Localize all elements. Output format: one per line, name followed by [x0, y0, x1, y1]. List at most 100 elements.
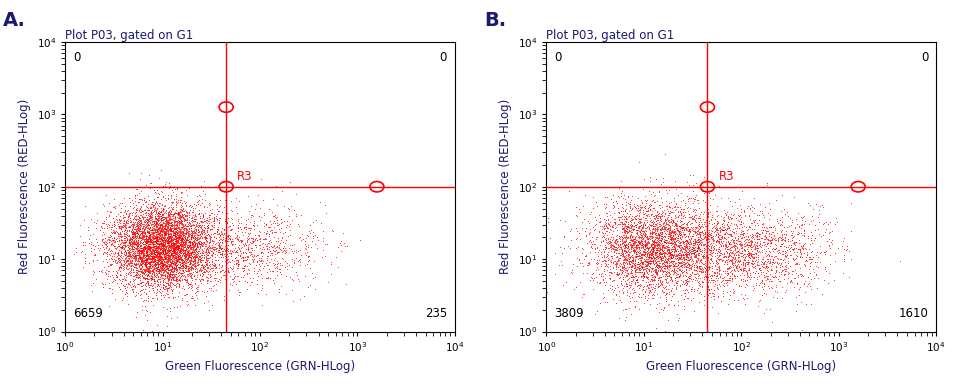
Point	[174, 262, 189, 268]
Point	[712, 238, 727, 244]
Point	[182, 202, 197, 208]
Point	[707, 253, 723, 259]
Point	[165, 222, 180, 228]
Point	[682, 271, 698, 277]
Point	[157, 247, 172, 253]
Point	[170, 253, 186, 259]
Point	[691, 278, 706, 284]
Point	[199, 235, 214, 241]
Point	[742, 265, 757, 271]
Point	[681, 182, 697, 188]
Point	[612, 241, 627, 247]
Point	[117, 240, 132, 247]
Point	[169, 243, 185, 249]
Point	[699, 325, 714, 331]
Point	[692, 290, 707, 296]
Point	[170, 237, 186, 243]
Point	[238, 250, 254, 256]
Point	[144, 217, 159, 223]
Point	[230, 237, 245, 243]
Point	[670, 235, 685, 242]
Point	[155, 235, 170, 241]
Point	[719, 222, 734, 228]
Point	[137, 253, 152, 260]
Point	[189, 235, 204, 241]
Point	[617, 223, 633, 229]
Point	[181, 284, 196, 290]
Point	[616, 257, 632, 263]
Point	[718, 244, 733, 250]
Point	[183, 264, 198, 270]
Point	[170, 243, 186, 250]
Point	[703, 217, 719, 223]
Point	[139, 215, 154, 222]
Point	[673, 239, 688, 245]
Point	[124, 281, 140, 287]
Point	[758, 224, 773, 230]
Point	[654, 263, 669, 269]
Point	[589, 274, 604, 280]
Point	[657, 259, 673, 265]
Point	[697, 245, 712, 252]
Point	[628, 303, 643, 310]
Point	[744, 246, 759, 252]
Point	[123, 259, 139, 265]
Point	[155, 262, 170, 268]
Point	[152, 278, 167, 284]
Point	[661, 260, 677, 266]
Point	[661, 230, 677, 236]
Point	[154, 231, 169, 237]
Point	[170, 235, 186, 241]
Point	[132, 239, 147, 245]
Point	[184, 217, 199, 223]
Point	[162, 227, 177, 233]
Point	[163, 233, 178, 239]
Point	[656, 248, 671, 254]
Point	[617, 248, 633, 254]
Point	[135, 253, 150, 259]
Point	[140, 251, 155, 257]
Point	[121, 214, 136, 220]
Point	[109, 214, 124, 220]
Point	[707, 281, 723, 287]
Point	[755, 256, 770, 262]
Point	[682, 222, 698, 228]
Point	[100, 208, 115, 214]
Point	[202, 200, 217, 207]
Point	[145, 218, 161, 224]
Point	[129, 268, 145, 275]
Point	[183, 257, 198, 263]
Point	[206, 250, 221, 257]
Point	[174, 230, 189, 236]
Point	[623, 270, 638, 276]
Point	[171, 225, 187, 231]
Point	[120, 262, 135, 268]
Point	[201, 257, 216, 263]
Point	[629, 276, 644, 282]
Point	[169, 266, 185, 272]
Point	[167, 230, 183, 236]
Point	[763, 263, 778, 269]
Point	[170, 255, 186, 261]
Point	[692, 225, 707, 231]
Point	[189, 243, 205, 250]
Point	[152, 251, 167, 257]
Point	[773, 243, 789, 249]
Point	[581, 260, 596, 266]
Point	[142, 260, 157, 266]
Point	[217, 253, 233, 260]
Point	[158, 286, 173, 292]
Point	[167, 249, 183, 255]
Point	[736, 238, 751, 244]
Point	[619, 199, 634, 205]
Point	[102, 208, 118, 214]
Point	[122, 213, 137, 219]
Point	[167, 229, 183, 235]
Point	[177, 240, 192, 247]
Point	[138, 214, 153, 220]
Point	[155, 255, 170, 262]
Point	[644, 240, 659, 246]
Point	[100, 276, 115, 283]
Point	[616, 227, 632, 233]
Point	[710, 293, 725, 299]
